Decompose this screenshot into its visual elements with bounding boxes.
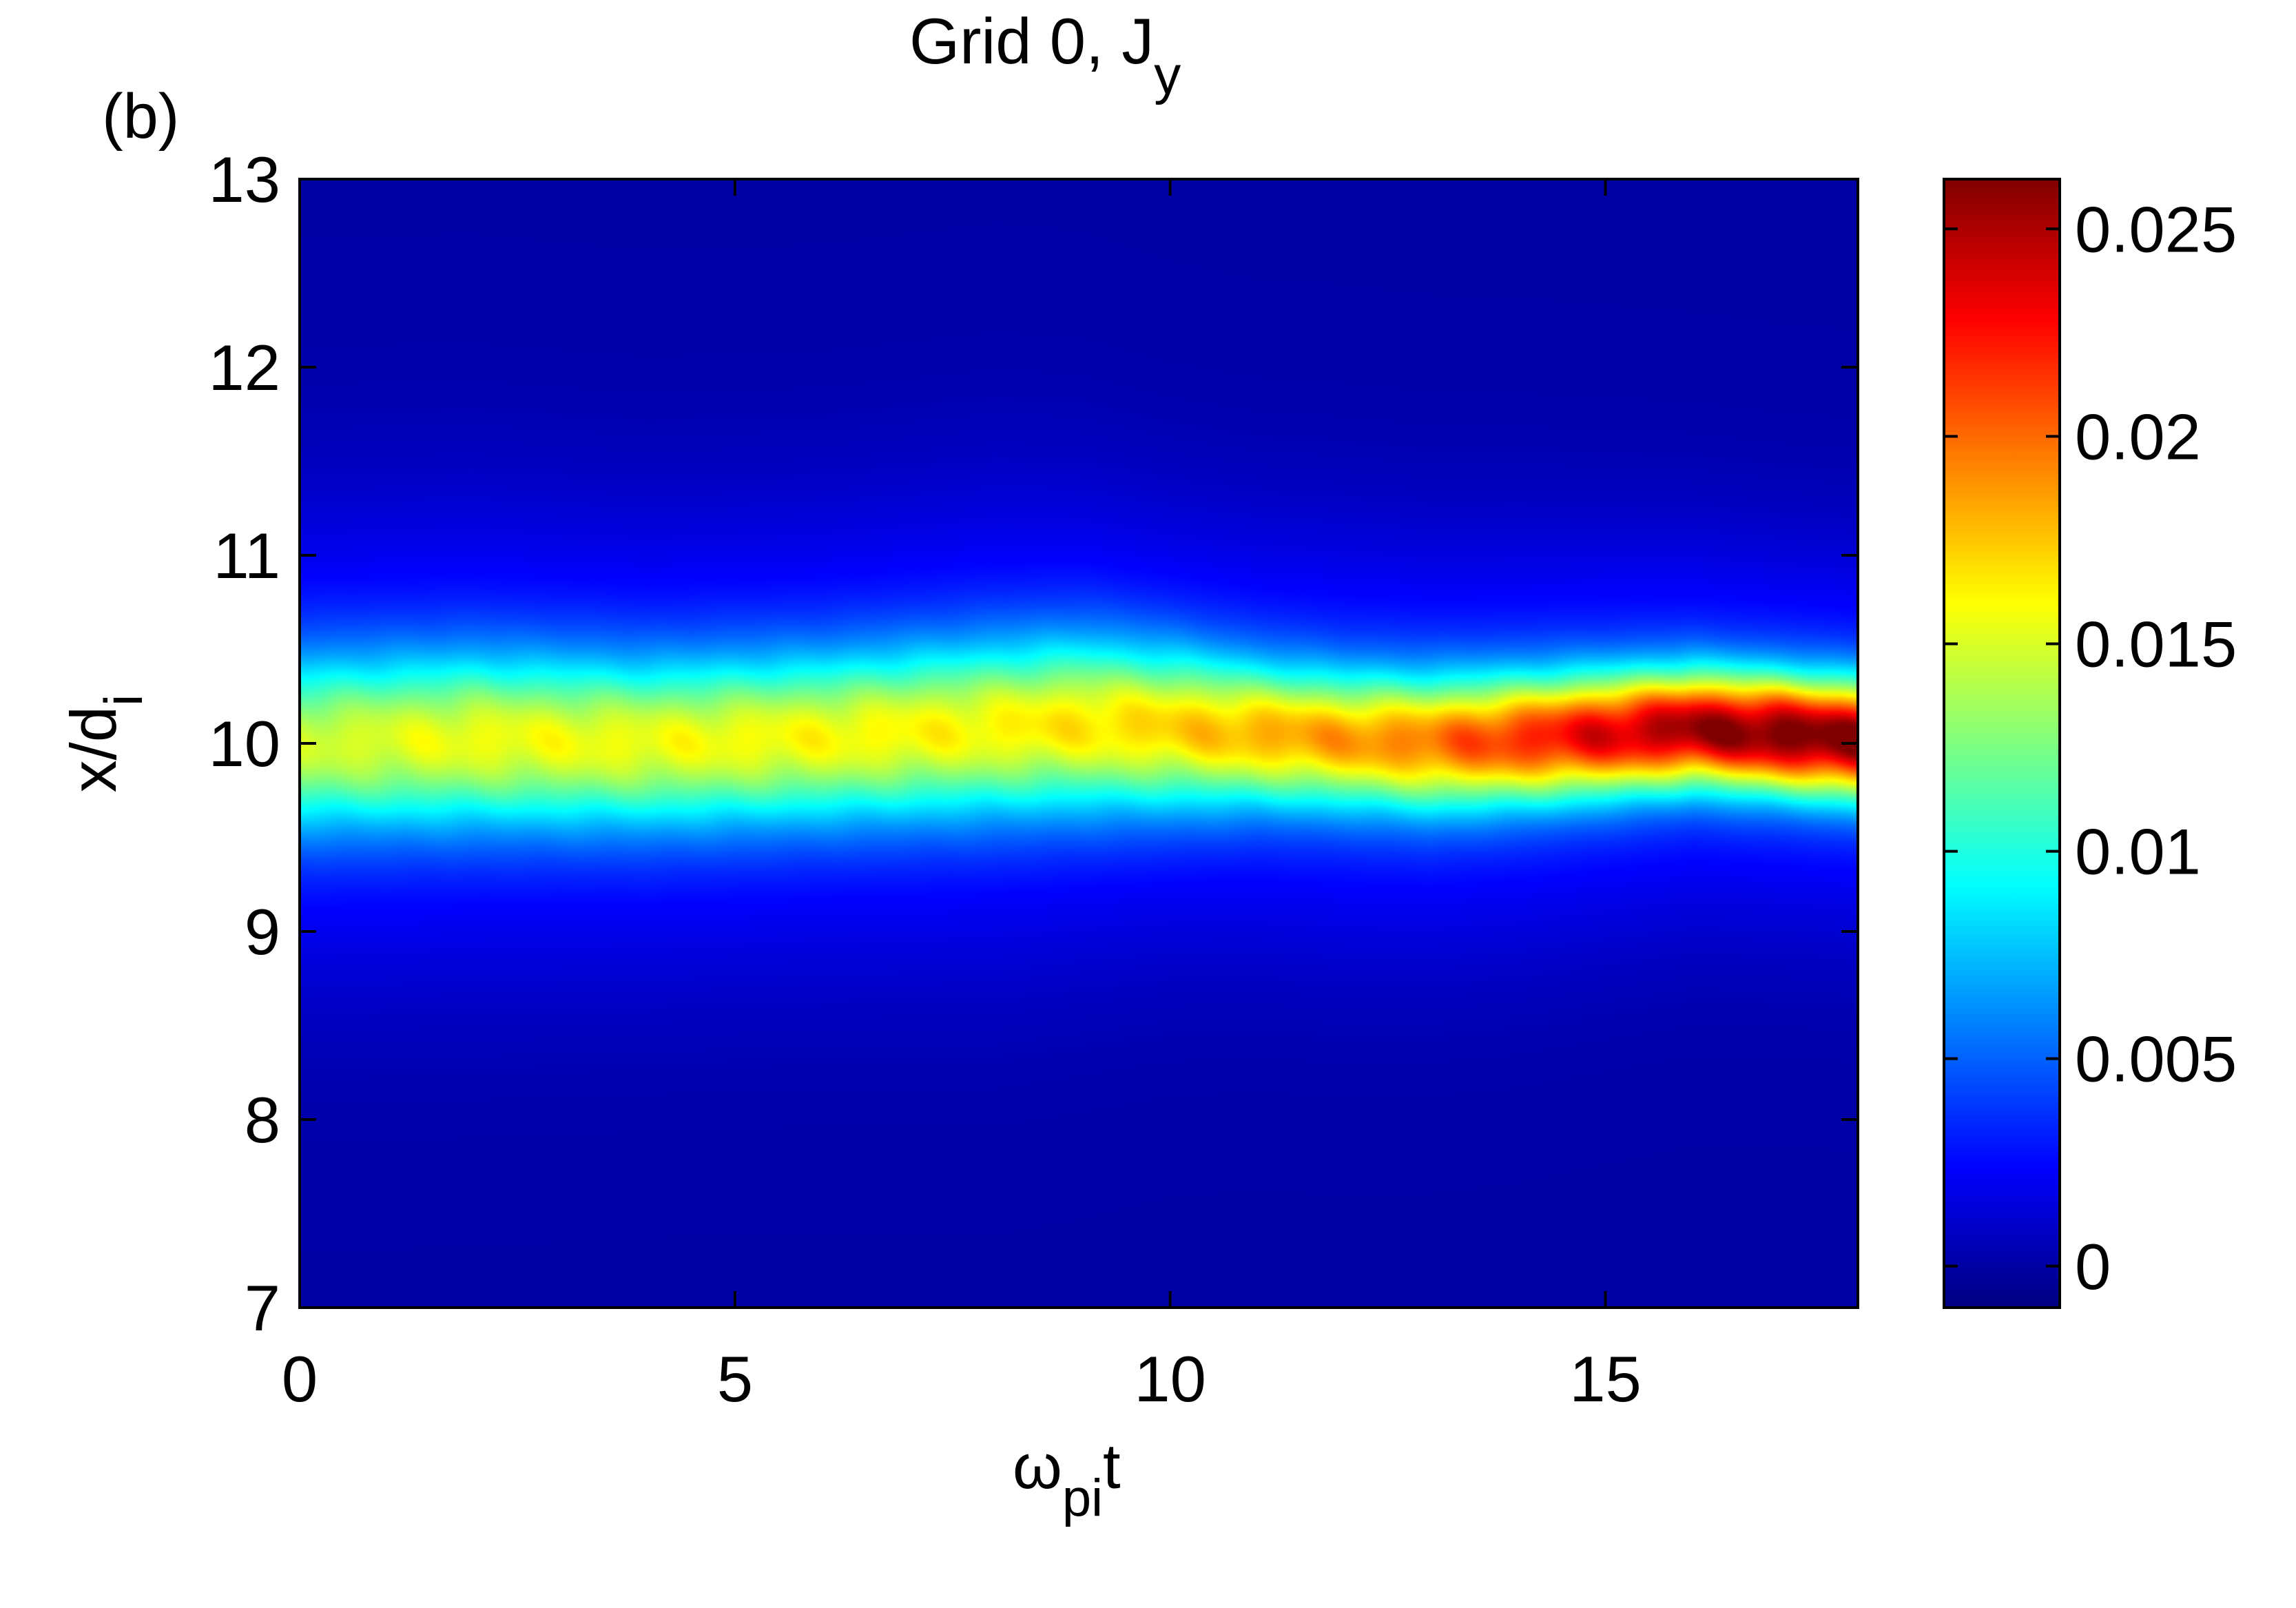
- colorbar: 0 0.005 0.01 0.015 0.02 0.025: [1943, 178, 2237, 1309]
- colorbar-ticks: 0 0.005 0.01 0.015 0.02 0.025: [1944, 193, 2237, 1303]
- colorbar-tick-label: 0: [2075, 1230, 2111, 1303]
- x-axis-ticks: 0 5 10 15: [282, 179, 1642, 1415]
- x-axis-label: ωpit: [1013, 1432, 1121, 1527]
- y-axis-ticks: 7 8 9 10 11 12 13: [208, 143, 1858, 1344]
- panel-label: (b): [102, 81, 179, 152]
- colorbar-tick-label: 0.005: [2075, 1023, 2237, 1095]
- colorbar-tick-label: 0.02: [2075, 400, 2201, 473]
- y-axis-label-subscript: i: [93, 694, 154, 706]
- title-subscript: y: [1154, 45, 1181, 105]
- x-axis-label-suffix: t: [1103, 1432, 1121, 1502]
- y-tick-label: 13: [208, 143, 280, 216]
- x-axis-label-main: ω: [1013, 1432, 1062, 1502]
- y-tick-label: 8: [245, 1084, 280, 1156]
- heatmap-image: [300, 179, 1858, 1308]
- y-tick-label: 7: [245, 1272, 280, 1344]
- title-main: Grid 0, J: [909, 5, 1154, 77]
- colorbar-gradient: [1943, 178, 2061, 1309]
- x-axis-label-subscript: pi: [1062, 1469, 1103, 1527]
- x-tick-label: 10: [1134, 1343, 1206, 1415]
- y-axis-label: x/di: [57, 694, 154, 793]
- y-tick-label: 11: [213, 519, 280, 592]
- y-tick-label: 12: [208, 331, 280, 404]
- x-tick-label: 15: [1569, 1343, 1642, 1415]
- colorbar-tick-label: 0.025: [2075, 193, 2237, 265]
- plot-area: [298, 178, 1859, 1309]
- y-axis-label-main: x/d: [57, 706, 130, 792]
- chart-title: Grid 0, Jy: [909, 5, 1181, 105]
- y-tick-label: 9: [245, 896, 280, 968]
- colorbar-tick-label: 0.015: [2075, 608, 2237, 680]
- y-tick-label: 10: [208, 708, 280, 780]
- x-tick-label: 5: [717, 1343, 753, 1415]
- colorbar-tick-label: 0.01: [2075, 816, 2201, 888]
- x-tick-label: 0: [282, 1343, 318, 1415]
